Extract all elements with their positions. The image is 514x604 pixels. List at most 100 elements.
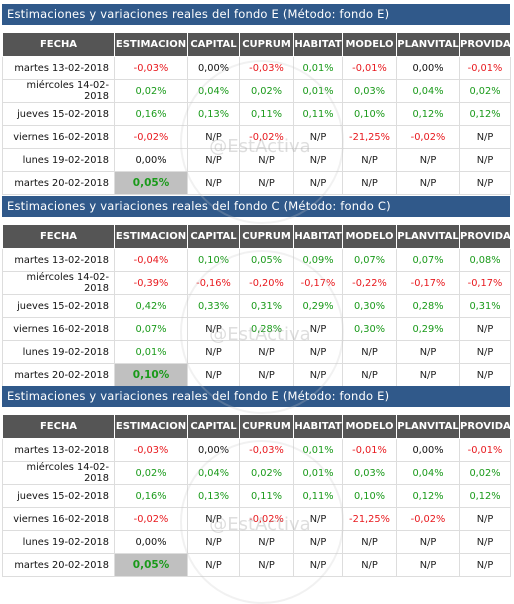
cell-provida: N/P [459,171,511,195]
cell-planvital: 0,07% [396,248,460,272]
cell-modelo: -0,01% [342,438,397,462]
cell-capital: N/P [187,363,240,387]
cell-planvital: -0,02% [396,125,460,149]
header-row: FECHA ESTIMACION CAPITAL CUPRUM HABITAT … [2,224,511,249]
cell-estimacion: -0,02% [114,125,188,149]
cell-cuprum: -0,03% [239,56,294,80]
cell-fecha: jueves 15-02-2018 [2,484,115,508]
col-header-habitat: HABITAT [293,32,343,57]
cell-modelo: -21,25% [342,507,397,531]
cell-fecha: jueves 15-02-2018 [2,102,115,126]
header-row: FECHA ESTIMACION CAPITAL CUPRUM HABITAT … [2,32,511,57]
header-row: FECHA ESTIMACION CAPITAL CUPRUM HABITAT … [2,414,511,439]
col-header-cuprum: CUPRUM [239,414,294,439]
cell-provida: N/P [459,553,511,577]
col-header-modelo: MODELO [342,414,397,439]
table-row: jueves 15-02-2018 0,16% 0,13% 0,11% 0,11% 0,1… [2,484,511,508]
cell-habitat: N/P [293,125,343,149]
cell-habitat: 0,01% [293,56,343,80]
cell-modelo: -0,01% [342,56,397,80]
col-header-planvital: PLANVITAL [396,414,460,439]
cell-capital: N/P [187,171,240,195]
table-row: martes 20-02-2018 0,05% N/P N/P N/P N/P N/P N/P [2,171,511,195]
cell-estimacion: 0,10% [114,363,188,387]
col-header-habitat: HABITAT [293,414,343,439]
cell-provida: 0,02% [459,461,511,485]
cell-cuprum: 0,05% [239,248,294,272]
col-header-cuprum: CUPRUM [239,224,294,249]
estimates-table: FECHA ESTIMACION CAPITAL CUPRUM HABITAT … [2,224,511,387]
cell-fecha: martes 20-02-2018 [2,171,115,195]
panel-title: Estimaciones y variaciones reales del fo… [2,196,510,217]
cell-estimacion: -0,03% [114,438,188,462]
cell-capital: N/P [187,340,240,364]
col-header-estimacion: ESTIMACION [114,224,188,249]
cell-estimacion: 0,02% [114,461,188,485]
table-row: jueves 15-02-2018 0,16% 0,13% 0,11% 0,11% 0,1… [2,102,511,126]
table-row: lunes 19-02-2018 0,01% N/P N/P N/P N/P N/P N/P [2,340,511,364]
cell-provida: 0,12% [459,484,511,508]
cell-fecha: martes 20-02-2018 [2,363,115,387]
cell-habitat: N/P [293,507,343,531]
cell-habitat: N/P [293,553,343,577]
cell-fecha: lunes 19-02-2018 [2,340,115,364]
cell-planvital: 0,12% [396,484,460,508]
cell-cuprum: N/P [239,148,294,172]
cell-provida: N/P [459,340,511,364]
cell-cuprum: N/P [239,553,294,577]
table-row: martes 20-02-2018 0,05% N/P N/P N/P N/P N/P N/P [2,553,511,577]
cell-habitat: N/P [293,340,343,364]
estimates-table: FECHA ESTIMACION CAPITAL CUPRUM HABITAT … [2,32,511,195]
cell-modelo: -0,22% [342,271,397,295]
cell-modelo: 0,03% [342,461,397,485]
cell-cuprum: N/P [239,363,294,387]
cell-cuprum: -0,02% [239,125,294,149]
cell-habitat: 0,01% [293,438,343,462]
cell-habitat: N/P [293,148,343,172]
estimates-table: FECHA ESTIMACION CAPITAL CUPRUM HABITAT … [2,414,511,577]
cell-planvital: 0,12% [396,102,460,126]
cell-estimacion: 0,00% [114,148,188,172]
cell-provida: 0,31% [459,294,511,318]
cell-capital: N/P [187,125,240,149]
cell-capital: 0,10% [187,248,240,272]
table-row: martes 20-02-2018 0,10% N/P N/P N/P N/P N/P N/P [2,363,511,387]
col-header-fecha: FECHA [2,224,115,249]
fund-e-panel-2: Estimaciones y variaciones reales del fo… [2,386,511,577]
cell-estimacion: -0,02% [114,507,188,531]
table-row: miércoles 14-02-2018 0,02% 0,04% 0,02% 0,01%… [2,79,511,103]
panel-title: Estimaciones y variaciones reales del fo… [2,386,510,407]
cell-fecha: martes 13-02-2018 [2,56,115,80]
col-header-estimacion: ESTIMACION [114,414,188,439]
cell-provida: N/P [459,125,511,149]
cell-provida: N/P [459,148,511,172]
table-row: jueves 15-02-2018 0,42% 0,33% 0,31% 0,29% 0,3… [2,294,511,318]
table-row: miércoles 14-02-2018 -0,39% -0,16% -0,20% -0… [2,271,511,295]
col-header-planvital: PLANVITAL [396,32,460,57]
table-row: martes 13-02-2018 -0,03% 0,00% -0,03% 0,01% -… [2,438,511,462]
cell-planvital: 0,00% [396,438,460,462]
cell-planvital: 0,29% [396,317,460,341]
cell-estimacion: 0,07% [114,317,188,341]
cell-modelo: N/P [342,148,397,172]
cell-modelo: 0,30% [342,294,397,318]
cell-provida: -0,01% [459,56,511,80]
cell-modelo: N/P [342,340,397,364]
cell-habitat: 0,01% [293,79,343,103]
cell-habitat: 0,29% [293,294,343,318]
col-header-capital: CAPITAL [187,224,240,249]
cell-fecha: viernes 16-02-2018 [2,317,115,341]
cell-capital: N/P [187,507,240,531]
cell-fecha: miércoles 14-02-2018 [2,271,115,295]
cell-cuprum: N/P [239,171,294,195]
cell-habitat: N/P [293,317,343,341]
cell-fecha: lunes 19-02-2018 [2,530,115,554]
cell-planvital: 0,00% [396,56,460,80]
cell-provida: 0,12% [459,102,511,126]
cell-planvital: N/P [396,340,460,364]
cell-capital: 0,00% [187,56,240,80]
cell-fecha: viernes 16-02-2018 [2,125,115,149]
cell-estimacion: 0,05% [114,553,188,577]
cell-modelo: N/P [342,171,397,195]
cell-cuprum: 0,02% [239,79,294,103]
